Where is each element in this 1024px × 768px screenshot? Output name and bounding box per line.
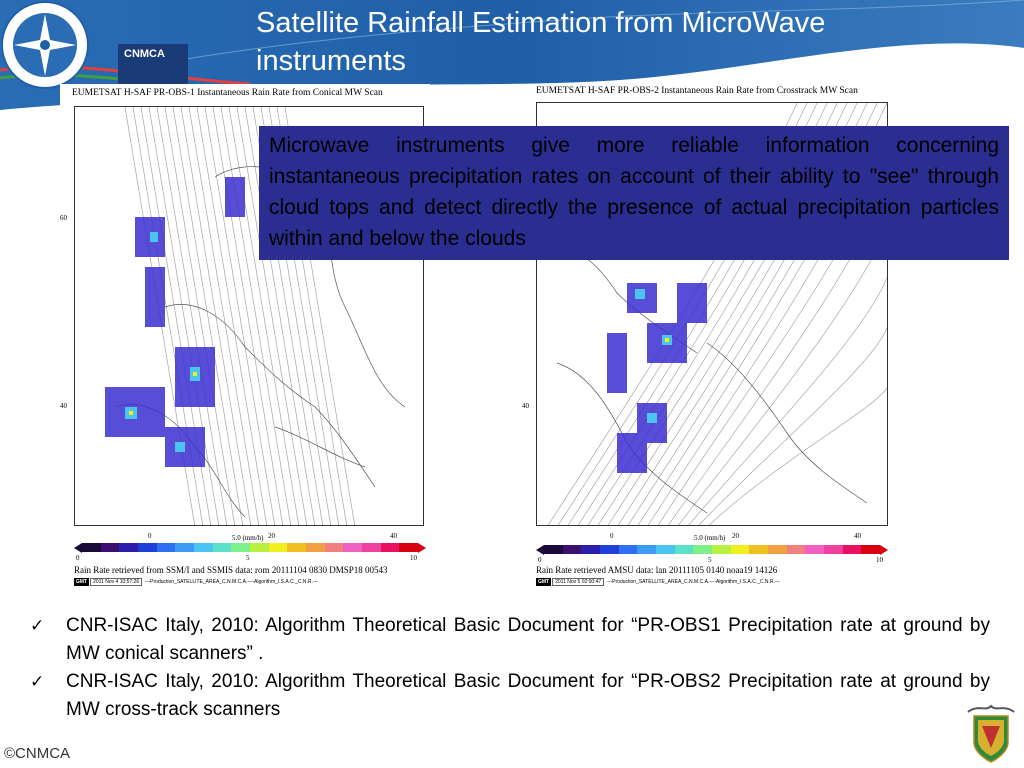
colorbar-swatch	[268, 543, 288, 552]
colorbar-swatch	[749, 545, 769, 554]
colorbar-swatch	[194, 543, 213, 552]
colorbar-swatch	[362, 543, 381, 552]
production-credit: ---Production_SATELLITE_AREA_C.N.M.C.A.-…	[145, 579, 318, 585]
colorbar-swatch	[399, 543, 419, 552]
footer-logo: ©CNMCA	[4, 745, 71, 762]
colorbar-left-arrow	[536, 545, 544, 555]
europe-rain-map	[546, 103, 887, 525]
colorbar-min-label: 0	[538, 556, 542, 564]
panel-title: EUMETSAT H-SAF PR-OBS-2 Instantaneous Ra…	[536, 86, 858, 96]
lat-tick-60: 60	[60, 214, 67, 222]
colorbar-left-arrow	[74, 543, 82, 553]
colorbar-max-label: 10	[410, 554, 417, 562]
info-callout-box: Microwave instruments give more reliable…	[259, 126, 1009, 260]
retrieval-caption: Rain Rate retrieved from SSM/I and SSMIS…	[74, 565, 388, 575]
colorbar-swatch	[730, 545, 750, 554]
colorbar-swatch	[119, 543, 139, 552]
colorbar-swatch	[637, 545, 657, 554]
lat-tick-40: 40	[60, 402, 67, 410]
colorbar-swatch	[600, 545, 619, 554]
colorbar-unit: 5.0 (mm/h)	[694, 534, 726, 542]
cnmca-logo: CNMCA	[118, 44, 188, 84]
colorbar-swatch	[693, 545, 713, 554]
production-strip: GMT 2011 Nov 5 02:00:47 ---Production_SA…	[536, 578, 780, 586]
lon-tick-0: 0	[610, 532, 614, 540]
colorbar-swatch	[82, 543, 101, 552]
colorbar-swatch	[156, 543, 176, 552]
colorbar	[82, 543, 419, 552]
reference-item: ✓ CNR-ISAC Italy, 2010: Algorithm Theore…	[30, 668, 990, 724]
colorbar-swatch	[231, 543, 251, 552]
slide-header: CNMCA Satellite Rainfall Estimation from…	[0, 0, 1024, 110]
lon-tick-40: 40	[390, 532, 397, 540]
reference-list: ✓ CNR-ISAC Italy, 2010: Algorithm Theore…	[30, 612, 990, 724]
colorbar-right-arrow	[418, 543, 426, 553]
colorbar-swatch	[712, 545, 731, 554]
colorbar-swatch	[287, 543, 307, 552]
lat-tick-40: 40	[522, 402, 529, 410]
colorbar-swatch	[842, 545, 862, 554]
colorbar-swatch	[581, 545, 601, 554]
gmt-label: GMT	[74, 578, 90, 586]
colorbar-swatch	[175, 543, 195, 552]
colorbar-min-label: 0	[76, 554, 80, 562]
check-icon: ✓	[30, 616, 45, 635]
lon-tick-0: 0	[148, 532, 152, 540]
colorbar-swatch	[656, 545, 675, 554]
colorbar-swatch	[824, 545, 843, 554]
slide-title: Satellite Rainfall Estimation from Micro…	[256, 7, 826, 77]
colorbar-swatch	[562, 545, 582, 554]
check-icon: ✓	[30, 672, 45, 691]
timestamp: 2011 Nov 5 02:00:47	[552, 578, 605, 586]
colorbar-mid-label: 5	[708, 556, 712, 564]
gmt-label: GMT	[536, 578, 552, 586]
colorbar-right-arrow	[880, 545, 888, 555]
colorbar-swatch	[674, 545, 694, 554]
panel-title: EUMETSAT H-SAF PR-OBS-1 Instantaneous Ra…	[72, 88, 383, 98]
production-strip: GMT 2011 Nov 4 10:57:26 ---Production_SA…	[74, 578, 318, 586]
colorbar	[544, 545, 881, 554]
colorbar-swatch	[861, 545, 881, 554]
colorbar-swatch	[380, 543, 400, 552]
lon-tick-20: 20	[268, 532, 275, 540]
colorbar-swatch	[544, 545, 563, 554]
reference-text: CNR-ISAC Italy, 2010: Algorithm Theoreti…	[66, 615, 990, 664]
military-emblem-icon	[967, 704, 1015, 763]
colorbar-swatch	[138, 543, 157, 552]
colorbar-swatch	[212, 543, 232, 552]
reference-item: ✓ CNR-ISAC Italy, 2010: Algorithm Theore…	[30, 612, 990, 668]
colorbar-swatch	[805, 545, 825, 554]
colorbar-swatch	[786, 545, 806, 554]
colorbar-swatch	[100, 543, 120, 552]
colorbar-swatch	[250, 543, 269, 552]
colorbar-mid-label: 5	[246, 554, 250, 562]
colorbar-swatch	[618, 545, 638, 554]
colorbar-max-label: 10	[876, 556, 883, 564]
lon-tick-20: 20	[732, 532, 739, 540]
colorbar-swatch	[324, 543, 344, 552]
colorbar-unit: 5.0 (mm/h)	[232, 534, 264, 542]
production-credit: ---Production_SATELLITE_AREA_C.N.M.C.A.-…	[607, 579, 780, 585]
lon-tick-40: 40	[854, 532, 861, 540]
reference-text: CNR-ISAC Italy, 2010: Algorithm Theoreti…	[66, 671, 990, 720]
colorbar-swatch	[306, 543, 325, 552]
info-callout-text: Microwave instruments give more reliable…	[269, 134, 999, 250]
compass-seal-icon	[1, 1, 89, 89]
cnmca-logo-text: CNMCA	[124, 48, 165, 60]
colorbar-swatch	[768, 545, 787, 554]
colorbar-swatch	[343, 543, 363, 552]
retrieval-caption: Rain Rate retrieved AMSU data: lan 20111…	[536, 565, 778, 575]
europe-rain-map	[105, 107, 406, 525]
timestamp: 2011 Nov 4 10:57:26	[90, 578, 143, 586]
